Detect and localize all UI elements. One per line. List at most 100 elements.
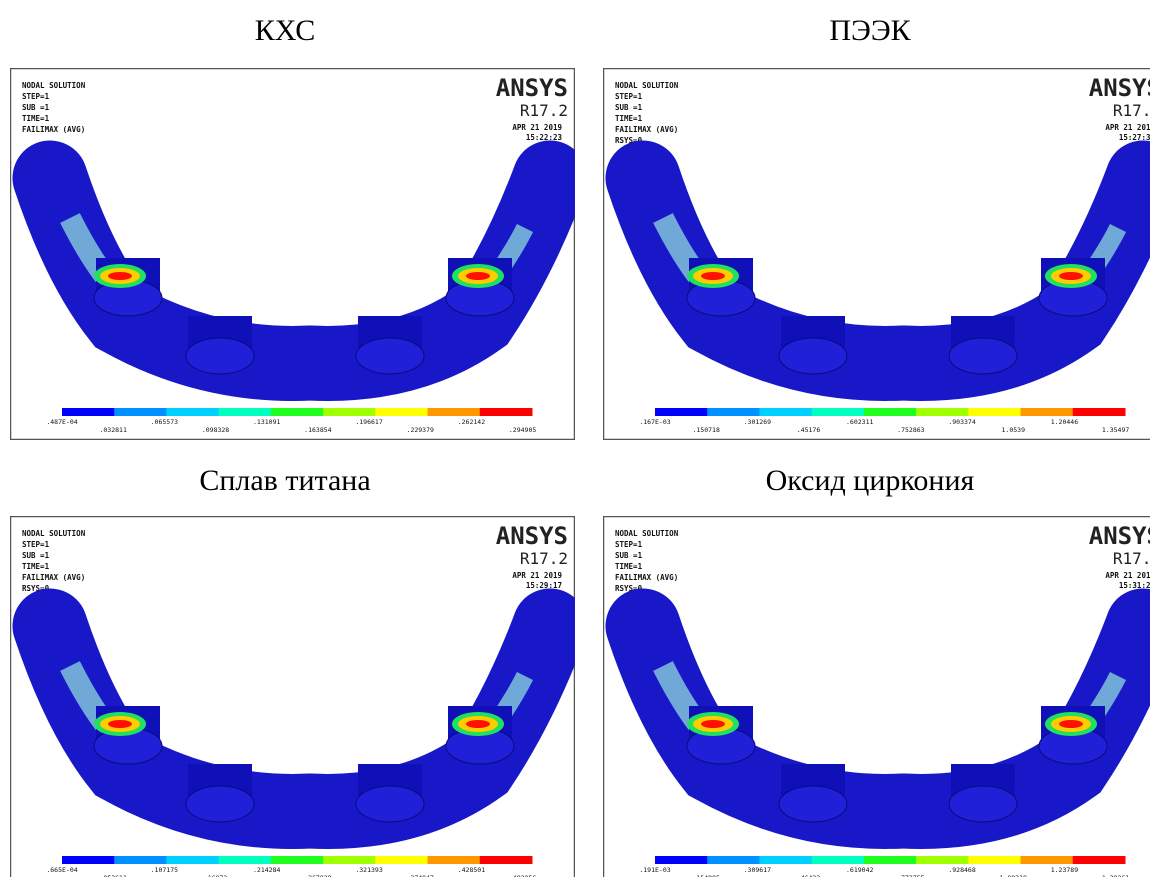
legend-swatch (1021, 408, 1074, 416)
legend-swatch (219, 408, 272, 416)
boss-top (949, 786, 1017, 822)
legend-swatch (968, 408, 1021, 416)
legend-swatch (1073, 856, 1126, 864)
date: APR 21 2019 (1105, 123, 1150, 132)
legend-swatch (62, 408, 115, 416)
legend-label: .229379 (407, 426, 434, 434)
panel-title: Сплав титана (5, 464, 565, 498)
hotspot-core (1059, 272, 1083, 280)
logo: ANSYS (1089, 74, 1150, 102)
version: R17.2 (520, 101, 568, 120)
header-line: SUB =1 (615, 103, 643, 112)
legend-label: 1.35497 (1102, 426, 1129, 434)
hotspot-core (701, 272, 725, 280)
legend-label: 1.20446 (1051, 418, 1078, 426)
legend-swatch (1021, 856, 1074, 864)
header-line: SUB =1 (22, 103, 50, 112)
header-line: STEP=1 (22, 540, 50, 549)
hotspot-core (466, 272, 490, 280)
legend-label: .032811 (99, 426, 126, 434)
time: 15:29:17 (526, 581, 562, 590)
hotspot-core (701, 720, 725, 728)
legend-label: 1.23789 (1051, 866, 1078, 874)
logo: ANSYS (496, 522, 568, 550)
legend-label: .098328 (202, 426, 229, 434)
date: APR 21 2019 (1105, 571, 1150, 580)
legend-swatch (916, 856, 969, 864)
legend-label: .752863 (897, 426, 924, 434)
legend-swatch (428, 408, 481, 416)
legend-label: .107175 (151, 866, 178, 874)
header-line: STEP=1 (615, 540, 643, 549)
panel-title: Оксид циркония (590, 464, 1150, 498)
legend-swatch (759, 408, 812, 416)
legend-swatch (759, 856, 812, 864)
legend-swatch (655, 408, 708, 416)
header-line: FAILIMAX (AVG) (22, 573, 85, 582)
date: APR 21 2019 (512, 571, 562, 580)
header-line: FAILIMAX (AVG) (615, 573, 678, 582)
version: R17.2 (520, 549, 568, 568)
logo: ANSYS (1089, 522, 1150, 550)
boss-top (186, 786, 254, 822)
figure: КХС NODAL SOLUTION STEP=1 SUB =1 TIME=1 FAILI… (0, 0, 1150, 877)
result-view: NODAL SOLUTIONSTEP=1SUB =1TIME=1FAILIMAX… (603, 68, 1150, 440)
legend-swatch (968, 856, 1021, 864)
header-line: STEP=1 (615, 92, 643, 101)
boss-top (356, 786, 424, 822)
legend-label: .167E-03 (639, 418, 670, 426)
header-line: TIME=1 (22, 114, 50, 123)
legend-label: .903374 (948, 418, 975, 426)
header-line: NODAL SOLUTION (22, 81, 86, 90)
panel-title: ПЭЭК (590, 14, 1150, 48)
legend-swatch (812, 408, 865, 416)
boss-top (949, 338, 1017, 374)
legend-swatch (480, 408, 533, 416)
legend-swatch (864, 856, 917, 864)
boss-top (356, 338, 424, 374)
result-panel: NODAL SOLUTION STEP=1 SUB =1 TIME=1 FAILIMAX… (603, 516, 1150, 877)
legend-swatch (428, 856, 481, 864)
hotspot-core (108, 720, 132, 728)
legend-swatch (655, 856, 708, 864)
legend-label: .928468 (948, 866, 975, 874)
version: R17.2 (1113, 101, 1150, 120)
legend-swatch (114, 856, 167, 864)
legend-label: .428501 (458, 866, 485, 874)
header-line: TIME=1 (615, 114, 643, 123)
legend-label: .619042 (846, 866, 873, 874)
header-line: FAILIMAX (AVG) (22, 125, 85, 134)
date: APR 21 2019 (512, 123, 562, 132)
panel-title: КХС (5, 14, 565, 48)
header-line: FAILIMAX (AVG) (615, 125, 678, 134)
legend-swatch (864, 408, 917, 416)
legend-swatch (812, 856, 865, 864)
header-line: SUB =1 (615, 551, 643, 560)
legend-swatch (707, 856, 760, 864)
legend-swatch (219, 856, 272, 864)
header-line: TIME=1 (615, 562, 643, 571)
header-line: NODAL SOLUTION (22, 529, 86, 538)
legend-label: .665E-04 (46, 866, 77, 874)
legend-label: .487E-04 (46, 418, 77, 426)
legend-swatch (114, 408, 167, 416)
legend-swatch (375, 408, 428, 416)
legend-label: .262142 (458, 418, 485, 426)
header-line: SUB =1 (22, 551, 50, 560)
result-view: NODAL SOLUTION STEP=1 SUB =1 TIME=1 FAILIMAX… (603, 516, 1150, 877)
hotspot-core (466, 720, 490, 728)
legend-label: .163854 (304, 426, 331, 434)
boss-top (186, 338, 254, 374)
legend-swatch (271, 408, 324, 416)
header-line: NODAL SOLUTION (615, 529, 679, 538)
hotspot-core (108, 272, 132, 280)
legend-swatch (166, 408, 219, 416)
legend-label: 1.0539 (1002, 426, 1026, 434)
legend-swatch (375, 856, 428, 864)
legend-swatch (323, 408, 376, 416)
logo: ANSYS (496, 74, 568, 102)
